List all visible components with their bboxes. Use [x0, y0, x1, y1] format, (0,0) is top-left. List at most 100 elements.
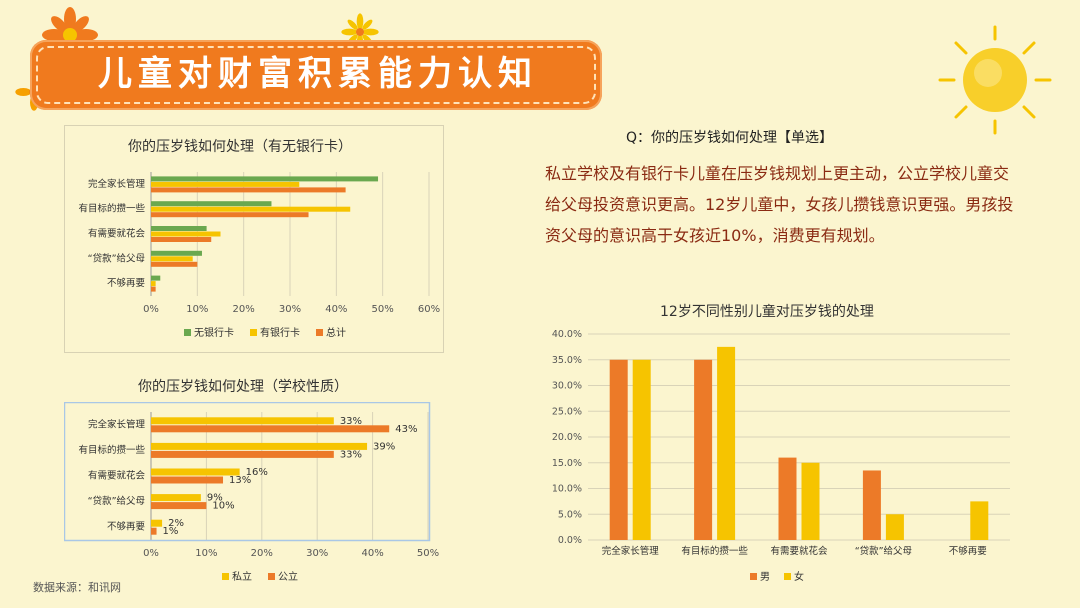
legend-label: 女	[794, 570, 804, 583]
chart-school-title: 你的压岁钱如何处理（学校性质）	[138, 379, 348, 395]
chart-bank-card-title: 你的压岁钱如何处理（有无银行卡）	[128, 139, 352, 155]
x-tick-label: 20%	[233, 304, 255, 315]
bar	[717, 346, 736, 540]
x-tick-label: 0%	[143, 304, 159, 315]
x-tick-label: 40%	[325, 304, 347, 315]
data-label: 13%	[229, 475, 251, 486]
category-label: “贷款”给父母	[855, 545, 912, 557]
bar	[862, 470, 881, 540]
bar	[970, 501, 989, 540]
category-label: 完全家长管理	[88, 418, 146, 430]
legend-swatch	[784, 573, 791, 580]
bar	[801, 462, 820, 540]
bar	[885, 514, 904, 540]
x-tick-label: 30%	[279, 304, 301, 315]
legend-label: 男	[760, 571, 770, 583]
y-tick-label: 30.0%	[552, 381, 582, 392]
data-label: 39%	[373, 441, 395, 452]
legend-label: 公立	[278, 570, 298, 583]
legend-label: 私立	[232, 570, 252, 583]
category-label: “贷款”给父母	[88, 252, 145, 264]
bar	[151, 281, 156, 287]
x-tick-label: 50%	[372, 304, 394, 315]
data-label: 33%	[340, 449, 362, 460]
legend-swatch	[316, 329, 323, 336]
question-title: Q：你的压岁钱如何处理【单选】	[626, 130, 834, 146]
bar	[151, 250, 202, 256]
x-tick-label: 10%	[186, 304, 208, 315]
bar	[151, 417, 334, 425]
summary-text: 私立学校及有银行卡儿童在压岁钱规划上更主动，公立学校儿童交给父母投资意识更高。1…	[545, 164, 1014, 245]
category-label: 不够再要	[107, 522, 145, 533]
bar	[151, 176, 379, 182]
bar	[151, 261, 198, 267]
y-tick-label: 5.0%	[558, 509, 582, 520]
chart-gender: 0.0% 5.0% 10.0% 15.0% 20.0% 25.0% 30.0% 35.0% 40…	[552, 329, 1010, 583]
title-banner: 儿童对财富积累能力认知	[30, 40, 602, 110]
y-tick-label: 25.0%	[552, 406, 582, 417]
legend-label: 有银行卡	[260, 326, 300, 339]
legend-swatch	[250, 329, 257, 336]
category-label: “贷款”给父母	[88, 495, 145, 507]
category-label: 完全家长管理	[602, 545, 660, 557]
x-tick-label: 20%	[251, 548, 273, 559]
legend-label: 无银行卡	[194, 326, 234, 339]
category-label: 有需要就花会	[88, 228, 146, 240]
data-label: 9%	[207, 493, 223, 504]
bar	[151, 226, 207, 231]
bar	[151, 212, 309, 218]
bar	[151, 527, 157, 535]
bar	[151, 442, 368, 450]
sun-icon	[938, 25, 1052, 135]
x-tick-label: 40%	[361, 548, 383, 559]
legend-label: 总计	[326, 326, 346, 339]
y-tick-label: 40.0%	[552, 329, 582, 340]
bar	[151, 502, 207, 510]
bar	[151, 494, 201, 502]
x-tick-label: 0%	[143, 548, 159, 559]
data-label: 16%	[246, 467, 268, 478]
chart-bank-card-panel	[64, 125, 444, 353]
bar	[151, 468, 240, 476]
legend-swatch	[184, 329, 191, 336]
bar	[151, 450, 334, 458]
category-label: 完全家长管理	[88, 178, 146, 190]
category-label: 有目标的攒一些	[681, 545, 748, 557]
x-tick-label: 50%	[417, 548, 439, 559]
y-tick-label: 15.0%	[552, 458, 582, 469]
legend-swatch	[222, 573, 229, 580]
category-label: 有需要就花会	[88, 470, 146, 482]
bar	[151, 286, 156, 292]
bar	[694, 359, 713, 540]
chart-gender-title: 12岁不同性别儿童对压岁钱的处理	[660, 304, 874, 320]
bar	[151, 201, 272, 207]
x-tick-label: 10%	[195, 548, 217, 559]
data-label: 33%	[340, 416, 362, 427]
y-tick-label: 20.0%	[552, 432, 582, 443]
legend-swatch	[268, 573, 275, 580]
x-tick-label: 60%	[418, 304, 440, 315]
data-label: 1%	[163, 526, 179, 537]
bar	[151, 231, 221, 237]
bar	[151, 476, 224, 484]
page-title: 儿童对财富积累能力认知	[98, 54, 538, 94]
x-tick-label: 30%	[306, 548, 328, 559]
y-tick-label: 35.0%	[552, 355, 582, 366]
bar	[778, 457, 797, 540]
bar	[151, 425, 390, 433]
data-label: 43%	[395, 424, 417, 435]
category-label: 有需要就花会	[770, 545, 828, 557]
data-label: 10%	[212, 501, 234, 512]
data-source: 数据来源：和讯网	[33, 581, 121, 594]
legend-swatch	[750, 573, 757, 580]
yellow-flower-icon	[341, 13, 379, 51]
y-tick-label: 0.0%	[558, 535, 582, 546]
bar	[151, 237, 212, 242]
bar	[151, 181, 300, 187]
y-tick-label: 10.0%	[552, 484, 582, 495]
category-label: 不够再要	[107, 278, 145, 289]
data-label: 2%	[168, 518, 184, 529]
bar	[609, 359, 628, 540]
category-label: 有目标的攒一些	[78, 203, 145, 215]
